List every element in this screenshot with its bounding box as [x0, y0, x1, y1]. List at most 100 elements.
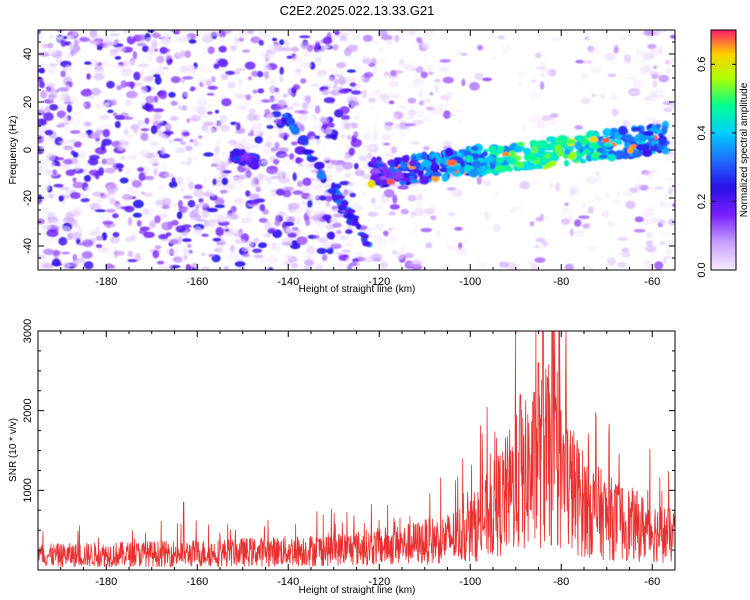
spectrogram-blob — [233, 229, 243, 238]
spectrogram-blob — [181, 105, 188, 111]
spectrogram-signal-blob — [430, 153, 440, 158]
spectrogram-blob — [530, 262, 538, 270]
spectrogram-signal-blob — [654, 123, 662, 129]
spectrogram-blob — [536, 121, 546, 129]
spectrogram-blob — [623, 54, 632, 63]
spectrogram-blob — [373, 203, 384, 211]
spectrogram-signal-blob — [574, 141, 583, 150]
spectrogram-blob — [436, 230, 441, 237]
spectrogram-blob — [208, 254, 216, 258]
spectrogram-blob — [232, 92, 240, 96]
spectrogram-blob — [125, 99, 132, 106]
spectrogram-blob — [207, 85, 218, 90]
spectrogram-blob — [583, 264, 595, 270]
spectrogram-blob — [212, 178, 217, 186]
spectrogram-blob — [60, 39, 67, 47]
spectrogram-blob — [300, 124, 305, 132]
spectrogram-blob — [89, 39, 101, 45]
spectrogram-blob — [293, 72, 303, 77]
spectrogram-x-tick-label: -120 — [368, 276, 390, 288]
spectrogram-blob — [51, 249, 61, 257]
spectrogram-blob — [242, 253, 250, 258]
spectrogram-blob — [52, 169, 57, 175]
spectrogram-blob — [550, 113, 559, 118]
spectrogram-signal-blob — [516, 141, 525, 147]
spectrogram-blob — [121, 68, 133, 77]
spectrogram-blob — [130, 124, 140, 131]
spectrogram-blob — [358, 105, 363, 109]
spectrogram-blob — [344, 47, 352, 57]
spectrogram-blob — [393, 70, 404, 74]
spectrogram-blob — [584, 36, 590, 40]
spectrogram-blob — [423, 208, 435, 215]
spectrogram-blob — [257, 88, 265, 94]
spectrogram-blob — [432, 107, 445, 115]
spectrogram-signal-blob — [602, 142, 613, 148]
spectrogram-blob — [203, 219, 209, 228]
spectrogram-blob — [188, 249, 193, 254]
spectrogram-blob — [245, 240, 254, 248]
spectrogram-blob — [537, 61, 548, 66]
spectrogram-blob — [84, 61, 92, 65]
spectrogram-blob — [535, 237, 546, 243]
spectrogram-blob — [65, 96, 71, 105]
spectrogram-blob — [361, 174, 373, 180]
snr-x-tick-label: -120 — [368, 576, 390, 588]
spectrogram-blob — [368, 97, 376, 103]
spectrogram-blob — [168, 237, 181, 245]
spectrogram-blob — [379, 197, 389, 205]
spectrogram-blob — [286, 55, 293, 59]
spectrogram-blob — [633, 229, 646, 233]
spectrogram-blob — [212, 237, 222, 242]
spectrogram-blob — [416, 37, 423, 43]
spectrogram-blob — [42, 127, 47, 137]
spectrogram-blob — [113, 250, 125, 256]
spectrogram-blob — [154, 215, 161, 224]
spectrogram-blob — [410, 141, 420, 145]
spectrogram-blob — [160, 146, 166, 156]
spectrogram-blob — [141, 45, 150, 53]
spectrogram-blob — [112, 213, 119, 219]
spectrogram-blob — [300, 61, 312, 69]
spectrogram-blob — [372, 122, 377, 131]
spectrogram-blob — [411, 230, 416, 234]
colorbar-tick-label: 0.0 — [696, 262, 708, 277]
spectrogram-signal-blob — [307, 156, 317, 163]
spectrogram-blob — [55, 55, 63, 64]
spectrogram-blob — [156, 260, 165, 265]
spectrogram-blob — [320, 86, 329, 91]
spectrogram-blob — [532, 179, 542, 185]
spectrogram-blob — [649, 169, 661, 174]
spectrogram-blob — [102, 193, 110, 200]
spectrogram-blob — [314, 105, 321, 114]
spectrogram-blob — [412, 119, 424, 126]
spectrogram-blob — [517, 70, 526, 77]
spectrogram-signal-blob — [588, 141, 598, 149]
spectrogram-blob — [196, 105, 207, 115]
spectrogram-blob — [342, 161, 354, 170]
spectrogram-blob — [242, 49, 250, 53]
spectrogram-blob — [112, 232, 120, 238]
spectrogram-signal-blob — [583, 149, 591, 156]
spectrogram-blob — [306, 200, 313, 208]
spectrogram-blob — [420, 227, 433, 233]
spectrogram-blob — [404, 63, 415, 72]
spectrogram-blob — [266, 175, 273, 185]
spectrogram-blob — [367, 231, 373, 241]
spectrogram-signal-blob — [597, 136, 604, 141]
spectrogram-blob — [418, 210, 426, 214]
spectrogram-blob — [264, 108, 271, 115]
spectrogram-blob — [38, 134, 45, 144]
spectrogram-blob — [117, 144, 126, 151]
spectrogram-blob — [218, 214, 229, 221]
spectrogram-blob — [139, 149, 150, 157]
spectrogram-blob — [263, 233, 271, 238]
spectrogram-blob — [179, 220, 185, 225]
spectrogram-signal-blob — [620, 151, 631, 160]
spectrogram-blob — [184, 50, 192, 58]
spectrogram-blob — [375, 58, 387, 64]
spectrogram-blob — [646, 244, 657, 253]
spectrogram-blob — [314, 264, 323, 270]
spectrogram-blob — [312, 39, 321, 43]
spectrogram-blob — [208, 68, 213, 73]
